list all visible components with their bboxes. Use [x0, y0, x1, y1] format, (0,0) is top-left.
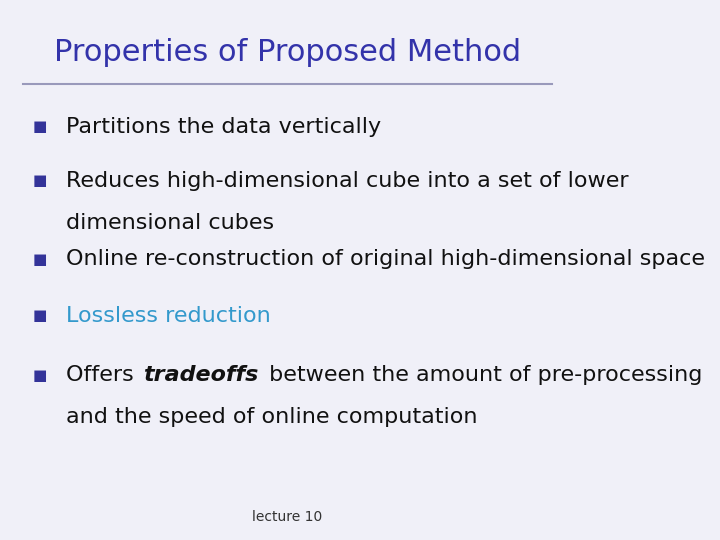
Text: ■: ■: [33, 173, 48, 188]
Text: ■: ■: [33, 308, 48, 323]
Text: Offers: Offers: [66, 365, 141, 386]
Text: tradeoffs: tradeoffs: [143, 365, 258, 386]
Text: ■: ■: [33, 252, 48, 267]
Text: dimensional cubes: dimensional cubes: [66, 213, 274, 233]
Text: lecture 10: lecture 10: [252, 510, 323, 524]
Text: Reduces high-dimensional cube into a set of lower: Reduces high-dimensional cube into a set…: [66, 171, 629, 191]
Text: between the amount of pre-processing: between the amount of pre-processing: [262, 365, 703, 386]
Text: Online re-construction of original high-dimensional space: Online re-construction of original high-…: [66, 249, 705, 269]
Text: Lossless reduction: Lossless reduction: [66, 306, 271, 326]
Text: and the speed of online computation: and the speed of online computation: [66, 407, 477, 428]
Text: ■: ■: [33, 119, 48, 134]
Text: Partitions the data vertically: Partitions the data vertically: [66, 117, 381, 137]
Text: ■: ■: [33, 368, 48, 383]
Text: Properties of Proposed Method: Properties of Proposed Method: [54, 38, 521, 67]
